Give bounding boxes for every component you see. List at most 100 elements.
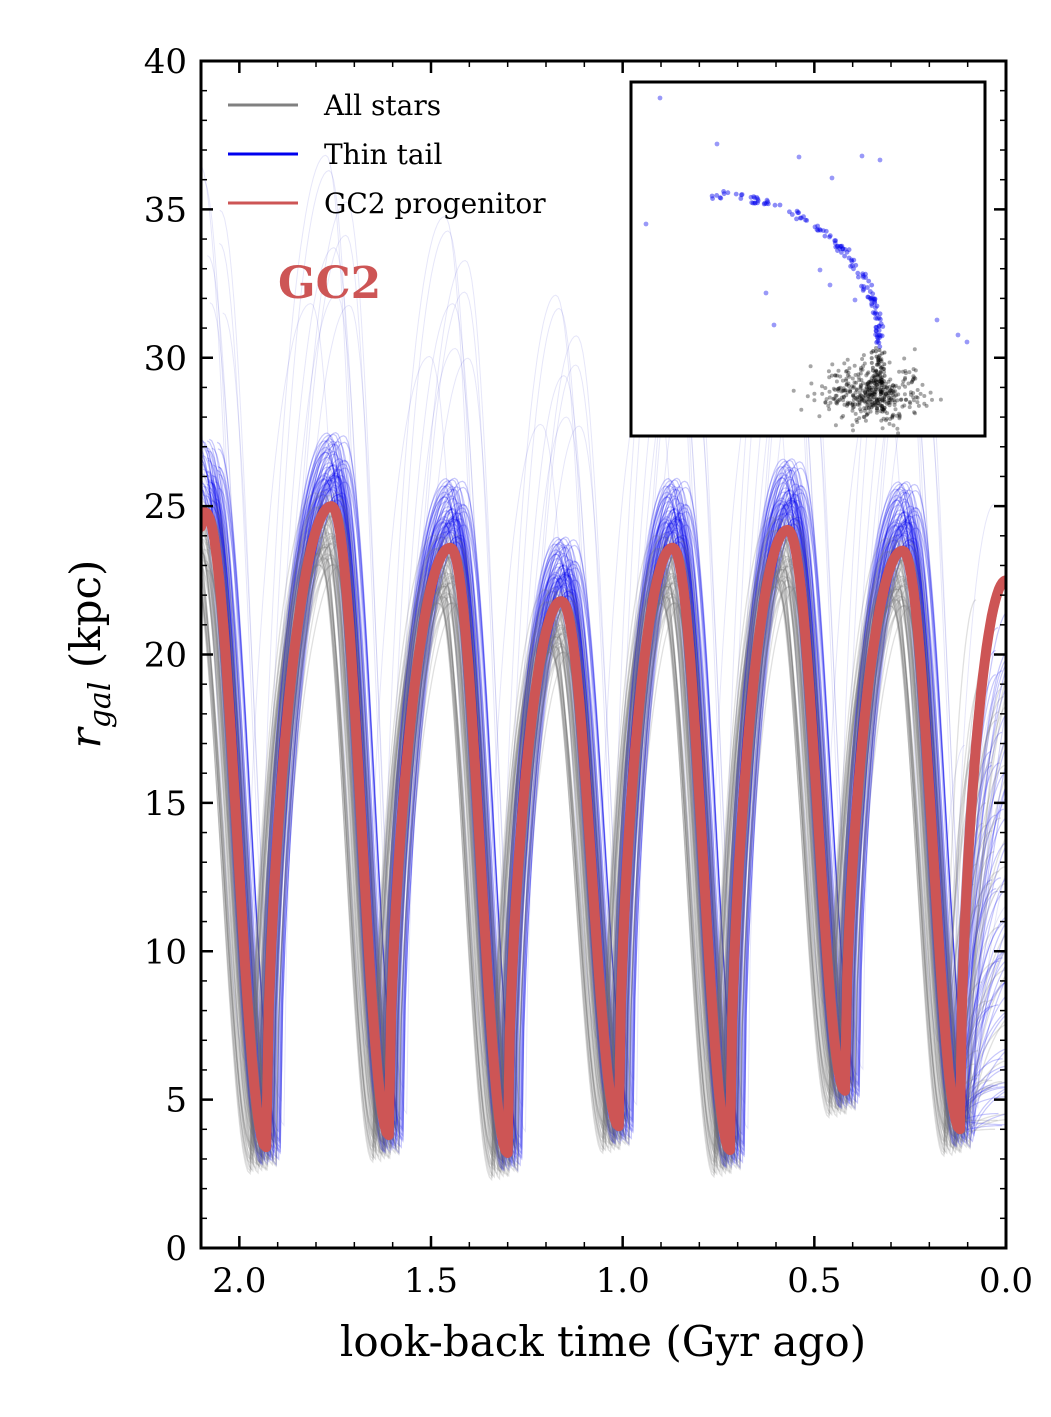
inset-all-stars-point	[837, 397, 842, 402]
inset-scatter	[643, 95, 970, 436]
inset-all-stars-point	[853, 373, 858, 377]
inset-all-stars-point	[873, 390, 878, 395]
inset-all-stars-point	[859, 378, 864, 382]
tick-labels: 0 5 10 15 20 25 30 35 40 2.0 1.5 1.0 0.5 0.0	[144, 42, 1033, 1301]
y-tick-label: 5	[165, 1081, 187, 1121]
y-tick-label: 25	[144, 487, 187, 527]
inset-all-stars-point	[809, 381, 814, 386]
inset-thin-tail-point	[739, 192, 744, 198]
inset-thin-tail-point	[874, 311, 880, 317]
y-tick-label: 15	[144, 784, 187, 824]
inset-all-stars-point	[864, 373, 869, 378]
inset-all-stars-point	[869, 387, 874, 392]
inset-all-stars-point	[893, 407, 898, 412]
inset-all-stars-point	[882, 406, 887, 410]
inset-all-stars-point	[865, 411, 870, 416]
inset-all-stars-point	[879, 379, 884, 384]
inset-all-stars-point	[884, 391, 888, 396]
inset-all-stars-point	[874, 369, 879, 374]
inset-all-stars-point	[938, 397, 943, 402]
thin-tail-orbit	[214, 495, 1006, 1173]
inset-all-stars-point	[861, 364, 866, 369]
inset-all-stars-point	[879, 385, 884, 390]
inset-thin-tail-point	[761, 201, 767, 207]
inset-thin-tail-point	[876, 332, 882, 338]
inset-thin-tail-point	[877, 335, 882, 340]
inset-all-stars-point	[834, 400, 839, 405]
inset-all-stars-point	[835, 401, 839, 406]
inset-all-stars-point	[835, 373, 840, 378]
inset-thin-tail-point	[878, 317, 883, 322]
inset-all-stars-point	[872, 390, 877, 395]
inset-all-stars-point	[872, 401, 877, 406]
inset-thin-tail-point	[872, 296, 878, 302]
inset-thin-tail-point	[794, 216, 799, 222]
inset-all-stars-point	[911, 367, 916, 372]
inset-all-stars-point	[880, 409, 885, 414]
inset-outlier-point	[643, 221, 649, 227]
all-stars-orbit	[201, 526, 987, 1172]
inset-all-stars-point	[870, 390, 875, 395]
inset-all-stars-point	[881, 379, 886, 384]
inset-all-stars-point	[862, 399, 867, 404]
inset-all-stars-point	[879, 375, 883, 380]
inset-all-stars-point	[891, 390, 896, 395]
inset-all-stars-point	[839, 389, 844, 394]
inset-all-stars-point	[886, 398, 891, 402]
inset-all-stars-point	[866, 384, 871, 389]
inset-frame	[629, 80, 987, 438]
inset-all-stars-point	[869, 391, 874, 396]
inset-all-stars-point	[857, 401, 862, 405]
inset-thin-tail-point	[787, 209, 792, 215]
inset-all-stars-point	[855, 398, 860, 403]
inset-all-stars-point	[855, 395, 860, 400]
inset-thin-tail-point	[873, 324, 879, 330]
inset-all-stars-point	[872, 400, 877, 405]
inset-all-stars-point	[898, 397, 903, 402]
inset-all-stars-point	[859, 409, 863, 414]
inset-all-stars-point	[827, 407, 832, 412]
all-stars-orbit	[201, 541, 976, 1179]
inset-all-stars-point	[866, 394, 871, 398]
inset-thin-tail-point	[861, 274, 866, 280]
inset-all-stars-point	[895, 398, 900, 403]
inset-thin-tail-point	[876, 328, 882, 333]
inset-all-stars-point	[879, 377, 884, 382]
inset-all-stars-point	[887, 360, 892, 365]
inset-all-stars-point	[889, 389, 894, 393]
inset-thin-tail-point	[870, 296, 875, 301]
inset-all-stars-point	[885, 386, 890, 390]
inset-all-stars-point	[897, 416, 902, 421]
inset-all-stars-point	[909, 380, 914, 385]
x-tick-label: 2.0	[212, 1261, 266, 1301]
inset-all-stars-point	[863, 393, 868, 398]
inset-all-stars-point	[826, 403, 831, 408]
inset-all-stars-point	[877, 397, 882, 402]
inset-thin-tail-point	[838, 244, 844, 249]
inset-all-stars-point	[902, 356, 907, 361]
inset-all-stars-point	[911, 391, 916, 396]
inset-all-stars-point	[866, 394, 871, 399]
inset-all-stars-point	[791, 388, 796, 393]
inset-all-stars-point	[866, 381, 870, 386]
inset-all-stars-point	[913, 368, 918, 373]
inset-all-stars-point	[872, 392, 877, 397]
inset-all-stars-point	[880, 383, 885, 388]
inset-all-stars-point	[880, 351, 885, 356]
inset-thin-tail-point	[856, 274, 861, 280]
inset-thin-tail-point	[718, 195, 724, 201]
inset-all-stars-point	[900, 382, 905, 387]
inset-all-stars-point	[908, 401, 913, 406]
inset-background	[631, 82, 985, 436]
all-stars-orbit	[201, 504, 991, 1159]
inset-thin-tail-point	[851, 257, 857, 263]
inset-all-stars-point	[899, 397, 904, 402]
inset-all-stars-point	[851, 384, 856, 389]
inset-all-stars-point	[846, 401, 851, 406]
inset-outlier-point	[964, 339, 970, 345]
y-tick-label: 35	[144, 190, 187, 230]
all-stars-orbit	[201, 545, 977, 1158]
inset-all-stars-point	[884, 416, 889, 421]
y-tick-label: 30	[144, 339, 187, 379]
inset-all-stars-point	[893, 383, 898, 388]
